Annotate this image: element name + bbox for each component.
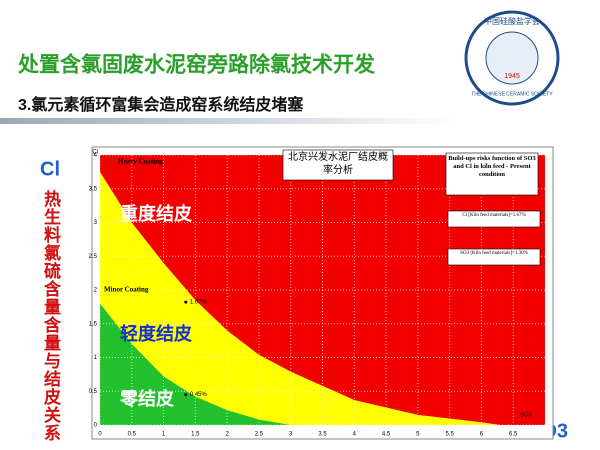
logo: 中国硅酸盐学会 THE CHINESE CERAMIC SOCIETY 1945: [464, 10, 560, 106]
note-box: [447, 210, 541, 228]
logo-year: 1945: [504, 73, 520, 80]
note: 北京兴发水泥厂结皮概率分析: [288, 152, 388, 176]
y-tick-label: 1.5: [89, 321, 98, 327]
zone-area: [100, 303, 291, 425]
zone-label: 零结皮: [119, 388, 174, 409]
y-tick-label: 2: [94, 288, 98, 294]
title: 处置含氯固废水泥窑旁路除氯技术开发: [17, 53, 376, 77]
x-tick-label: 1: [162, 432, 166, 438]
note-text: Cl [Kiln feed materials]=1.67%: [462, 213, 526, 218]
x-axis-label: SO3: [520, 413, 533, 419]
side-caption: 热生料氯硫含量含量与结皮关系: [40, 190, 60, 442]
y-tick-label: 1: [94, 355, 98, 361]
x-tick-label: 5.5: [445, 432, 454, 438]
point: [184, 300, 188, 304]
y-tick-label: 3.5: [89, 186, 98, 192]
logo-name: 中国硅酸盐学会: [484, 16, 540, 26]
note-text: Build-ups risks function of SO3 and Cl i…: [448, 155, 536, 179]
y-tick-label: 3: [94, 220, 98, 226]
point: [184, 393, 188, 397]
point-label: 0.45%: [190, 392, 208, 398]
zone-label: 轻度结皮: [120, 323, 192, 344]
x-tick-label: 5: [416, 432, 420, 438]
y-axis-label: Cl: [92, 150, 98, 156]
y-tick-label: 0.5: [89, 389, 98, 395]
x-tick-label: 3: [289, 432, 293, 438]
y-tick-label: 4: [94, 153, 98, 159]
x-tick-label: 6: [480, 432, 484, 438]
header-bar: [0, 118, 460, 124]
x-tick-label: 0.5: [128, 432, 137, 438]
note-text: SO3 [Kiln feed materials]=1.30%: [460, 251, 528, 256]
y-tick-label: 0: [94, 423, 98, 429]
note: SO3 [Kiln feed materials]=1.30%: [460, 251, 528, 256]
zone-name: Minor Coating: [104, 286, 149, 294]
note-box: [447, 248, 541, 266]
zone-area: [100, 171, 501, 425]
x-tick-label: 1.5: [191, 432, 200, 438]
note-box: [282, 149, 394, 181]
y-tick-label: 2.5: [89, 254, 98, 260]
x-tick-label: 2.5: [255, 432, 264, 438]
x-tick-label: 2: [225, 432, 229, 438]
note-text: 北京兴发水泥厂结皮概率分析: [288, 152, 388, 176]
zone-name: Heavy Coating: [118, 158, 163, 166]
note: Cl [Kiln feed materials]=1.67%: [462, 213, 526, 218]
x-tick-label: 6.5: [509, 432, 518, 438]
note-box: [445, 152, 539, 196]
logo-english: THE CHINESE CERAMIC SOCIETY: [471, 91, 553, 97]
note: Build-ups risks function of SO3 and Cl i…: [448, 155, 536, 179]
x-tick-label: 0: [98, 432, 102, 438]
x-tick-label: 4: [353, 432, 357, 438]
subtitle: 3.氯元素循环富集会造成窑系统结皮堵塞: [18, 95, 304, 114]
x-tick-label: 4.5: [382, 432, 391, 438]
zone-label: 重度结皮: [120, 203, 192, 224]
x-tick-label: 3.5: [318, 432, 327, 438]
point-label: 1.67%: [190, 300, 208, 306]
cl-label: Cl: [40, 158, 60, 180]
